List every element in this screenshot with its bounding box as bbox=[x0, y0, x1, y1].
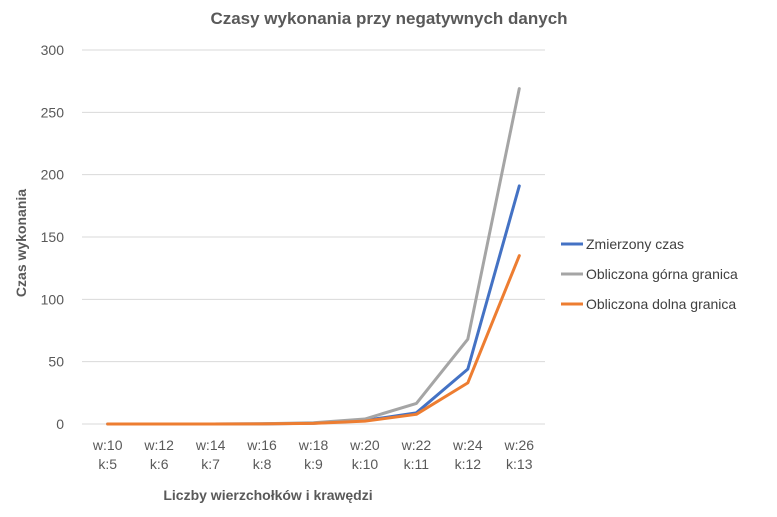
legend-label: Obliczona dolna granica bbox=[586, 296, 736, 312]
x-tick-label-line: k:9 bbox=[304, 456, 323, 472]
x-tick-label-line: k:5 bbox=[98, 456, 117, 472]
x-tick-label: w:14 k:7 bbox=[195, 437, 226, 472]
x-tick-label-line: k:8 bbox=[253, 456, 272, 472]
x-tick-label: w:24 k:12 bbox=[452, 437, 483, 472]
x-tick-label: w:10 k:5 bbox=[92, 437, 123, 472]
gridlines bbox=[82, 49, 545, 425]
y-tick-label: 50 bbox=[48, 354, 64, 370]
x-tick-label-line: w:18 bbox=[298, 437, 329, 453]
x-axis-title: Liczby wierzchołków i krawędzi bbox=[163, 487, 372, 503]
y-tick-label: 0 bbox=[56, 416, 64, 432]
x-axis-ticks: w:10 k:5 w:12 k:6 w:14 k:7 w:16 k:8 w:18 k:9 w:20 k… bbox=[92, 437, 534, 472]
y-axis-ticks: 0 50 100 150 200 250 300 bbox=[41, 42, 65, 432]
x-tick-label-line: w:10 bbox=[92, 437, 123, 453]
y-axis-title: Czas wykonania bbox=[13, 189, 29, 297]
legend: Zmierzony czas Obliczona górna granica Obl… bbox=[561, 236, 738, 312]
x-tick-label-line: w:12 bbox=[143, 437, 174, 453]
series-line bbox=[106, 87, 521, 426]
y-tick-label: 150 bbox=[41, 229, 65, 245]
x-tick-label-line: k:12 bbox=[455, 456, 482, 472]
series-line bbox=[106, 254, 521, 426]
x-tick-label-line: w:22 bbox=[401, 437, 432, 453]
x-tick-label-line: w:20 bbox=[349, 437, 380, 453]
x-tick-label-line: w:24 bbox=[452, 437, 483, 453]
x-tick-label-line: k:10 bbox=[352, 456, 379, 472]
x-tick-label-line: w:14 bbox=[195, 437, 226, 453]
y-tick-label: 300 bbox=[41, 42, 65, 58]
x-tick-label-line: k:13 bbox=[506, 456, 533, 472]
x-tick-label-line: k:7 bbox=[201, 456, 220, 472]
chart-title: Czasy wykonania przy negatywnych danych bbox=[210, 9, 567, 28]
x-tick-label: w:20 k:10 bbox=[349, 437, 380, 472]
x-tick-label-line: w:26 bbox=[503, 437, 534, 453]
y-tick-label: 250 bbox=[41, 104, 65, 120]
x-tick-label-line: k:6 bbox=[150, 456, 169, 472]
x-tick-label: w:26 k:13 bbox=[503, 437, 534, 472]
x-tick-label-line: k:11 bbox=[404, 456, 430, 472]
x-tick-label: w:16 k:8 bbox=[246, 437, 277, 472]
legend-label: Zmierzony czas bbox=[586, 236, 684, 252]
y-tick-label: 200 bbox=[41, 167, 65, 183]
legend-label: Obliczona górna granica bbox=[586, 266, 738, 282]
x-tick-label: w:18 k:9 bbox=[298, 437, 329, 472]
y-tick-label: 100 bbox=[41, 291, 65, 307]
series-lines bbox=[106, 87, 521, 426]
x-tick-label: w:12 k:6 bbox=[143, 437, 174, 472]
x-tick-label: w:22 k:11 bbox=[401, 437, 432, 472]
x-tick-label-line: w:16 bbox=[246, 437, 277, 453]
